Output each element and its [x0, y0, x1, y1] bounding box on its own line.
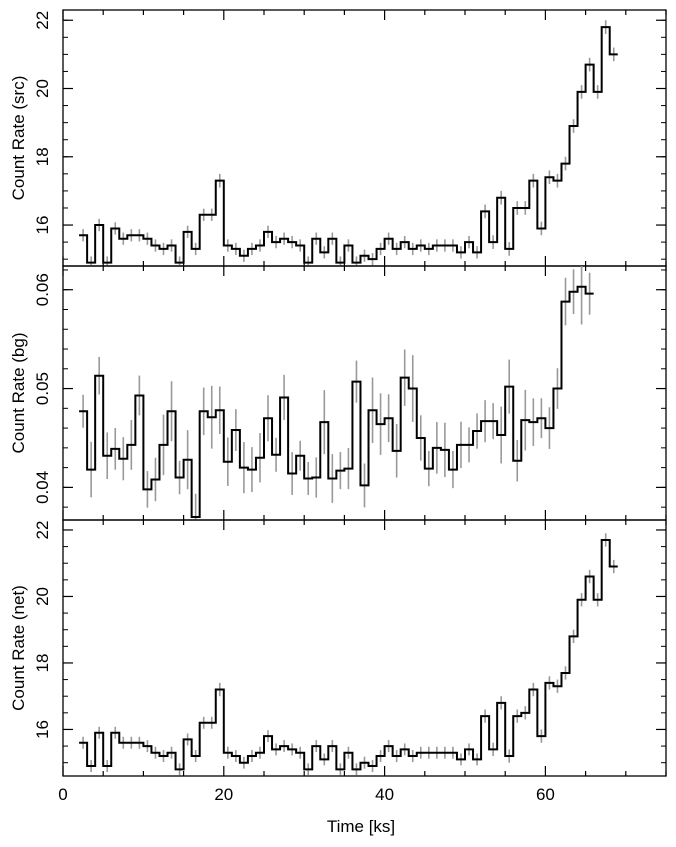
bg-y-tick-label: 0.05 [33, 372, 52, 405]
bg-step-line [79, 285, 594, 519]
bg-y-tick-label: 0.04 [33, 471, 52, 504]
src-y-tick-label: 20 [33, 79, 52, 98]
net-y-tick-label: 22 [33, 521, 52, 540]
net-y-axis-label: Count Rate (net) [9, 585, 28, 711]
bg-y-axis-label: Count Rate (bg) [9, 333, 28, 454]
x-tick-label: 0 [58, 785, 67, 804]
src-step-line [79, 26, 618, 264]
src-y-axis-label: Count Rate (src) [9, 76, 28, 201]
panel-bg: 0.04 0.05 0.06 Count Rate (bg) [9, 265, 667, 521]
net-y-tick-label: 18 [33, 654, 52, 673]
x-axis-label: Time [ks] [327, 817, 395, 836]
x-tick-label: 40 [375, 785, 394, 804]
x-tick-label: 60 [536, 785, 555, 804]
net-y-tick-label: 20 [33, 587, 52, 606]
net-frame [62, 519, 667, 777]
src-y-tick-label: 22 [33, 11, 52, 30]
panel-net: 16 18 20 22 Count Rate (net) [9, 519, 667, 777]
net-step-line [79, 538, 618, 771]
net-y-tick-label: 16 [33, 720, 52, 739]
x-tick-label: 20 [214, 785, 233, 804]
x-axis: Time [ks] 0 20 40 60 [58, 785, 555, 836]
panel-src: 16 18 20 22 Count Rate (src) [9, 9, 667, 267]
bg-y-tick-label: 0.06 [33, 273, 52, 306]
bg-data-layer [79, 266, 594, 520]
src-y-tick-label: 16 [33, 216, 52, 235]
src-data-layer [79, 20, 618, 266]
src-frame [62, 9, 667, 267]
net-data-layer [79, 533, 618, 776]
src-y-tick-label: 18 [33, 147, 52, 166]
